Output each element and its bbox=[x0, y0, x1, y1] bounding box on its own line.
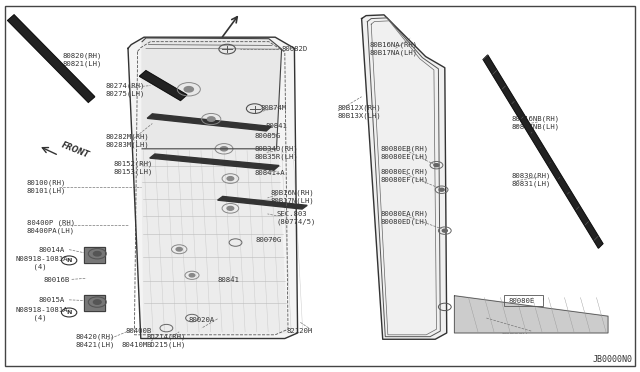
Text: 80282M(RH)
80283M(LH): 80282M(RH) 80283M(LH) bbox=[106, 134, 149, 148]
Text: 80B12X(RH)
80B13X(LH): 80B12X(RH) 80B13X(LH) bbox=[338, 105, 381, 119]
Polygon shape bbox=[147, 114, 271, 131]
Circle shape bbox=[434, 164, 439, 167]
Circle shape bbox=[93, 251, 101, 256]
Text: 80400B: 80400B bbox=[125, 328, 152, 334]
Polygon shape bbox=[150, 154, 279, 170]
Text: 80B340(RH)
80B35R(LH): 80B340(RH) 80B35R(LH) bbox=[255, 145, 298, 160]
Text: 82120H: 82120H bbox=[286, 328, 312, 334]
Text: 80816NB(RH)
80817NB(LH): 80816NB(RH) 80817NB(LH) bbox=[512, 116, 560, 130]
Text: 80080EC(RH)
80080EF(LH): 80080EC(RH) 80080EF(LH) bbox=[380, 169, 428, 183]
Polygon shape bbox=[128, 37, 298, 339]
Text: 80152(RH)
80153(LH): 80152(RH) 80153(LH) bbox=[114, 160, 154, 174]
Polygon shape bbox=[483, 55, 603, 248]
Polygon shape bbox=[362, 15, 447, 339]
Polygon shape bbox=[218, 196, 307, 209]
Text: N: N bbox=[67, 310, 72, 315]
Text: JB0000N0: JB0000N0 bbox=[593, 355, 632, 364]
Bar bbox=[84, 295, 105, 311]
Text: 80841+A: 80841+A bbox=[255, 170, 285, 176]
Text: 80B16N(RH)
80B17N(LH): 80B16N(RH) 80B17N(LH) bbox=[270, 190, 314, 204]
Text: 80410M: 80410M bbox=[122, 342, 148, 348]
Text: 80080EA(RH)
80080ED(LH): 80080EA(RH) 80080ED(LH) bbox=[380, 211, 428, 225]
Polygon shape bbox=[142, 38, 282, 149]
Circle shape bbox=[207, 117, 215, 121]
Text: N08918-1081A
    (4): N08918-1081A (4) bbox=[16, 307, 68, 321]
Text: 80080EB(RH)
80080EE(LH): 80080EB(RH) 80080EE(LH) bbox=[380, 145, 428, 160]
Text: 80B16NA(RH)
80B17NA(LH): 80B16NA(RH) 80B17NA(LH) bbox=[370, 42, 418, 56]
Text: 80020A: 80020A bbox=[189, 317, 215, 323]
Bar bbox=[84, 295, 105, 311]
Circle shape bbox=[189, 274, 195, 277]
Text: 80100(RH)
80101(LH): 80100(RH) 80101(LH) bbox=[27, 180, 67, 194]
Circle shape bbox=[176, 247, 182, 251]
Text: 80841: 80841 bbox=[218, 277, 239, 283]
Text: FRONT: FRONT bbox=[60, 141, 91, 160]
Circle shape bbox=[439, 188, 444, 191]
Text: 80830(RH)
80831(LH): 80830(RH) 80831(LH) bbox=[512, 172, 552, 186]
Polygon shape bbox=[140, 71, 187, 100]
Polygon shape bbox=[454, 296, 608, 333]
Text: N08918-1081A
    (4): N08918-1081A (4) bbox=[16, 256, 68, 270]
Text: N: N bbox=[67, 258, 72, 263]
Text: 80014A: 80014A bbox=[38, 247, 65, 253]
Text: B0B38M: B0B38M bbox=[501, 329, 527, 335]
Text: 80082D: 80082D bbox=[282, 46, 308, 52]
Bar bbox=[84, 247, 105, 263]
Text: 80841: 80841 bbox=[266, 124, 287, 129]
Text: 80070G: 80070G bbox=[256, 237, 282, 243]
Circle shape bbox=[227, 206, 234, 210]
Text: 80B74M: 80B74M bbox=[260, 105, 287, 111]
Polygon shape bbox=[8, 15, 95, 102]
Text: 80080E: 80080E bbox=[509, 298, 535, 304]
Text: SEC.803
(80774/5): SEC.803 (80774/5) bbox=[276, 211, 316, 225]
Text: 80016B: 80016B bbox=[44, 277, 70, 283]
Bar bbox=[84, 247, 105, 263]
Circle shape bbox=[184, 87, 193, 92]
Text: 80420(RH)
80421(LH): 80420(RH) 80421(LH) bbox=[76, 334, 115, 348]
Polygon shape bbox=[142, 149, 287, 333]
Circle shape bbox=[227, 177, 234, 180]
Text: BD214(RH)
BD215(LH): BD214(RH) BD215(LH) bbox=[146, 334, 186, 348]
Text: 80085G: 80085G bbox=[255, 133, 281, 139]
Text: 80820(RH)
80821(LH): 80820(RH) 80821(LH) bbox=[63, 52, 102, 67]
Circle shape bbox=[442, 229, 447, 232]
Text: 80015A: 80015A bbox=[38, 297, 65, 303]
Circle shape bbox=[93, 300, 101, 304]
Text: 80274(RH)
80275(LH): 80274(RH) 80275(LH) bbox=[106, 82, 145, 96]
Bar bbox=[504, 295, 543, 306]
Text: 80400P (RH)
80400PA(LH): 80400P (RH) 80400PA(LH) bbox=[27, 220, 75, 234]
Circle shape bbox=[220, 147, 228, 151]
